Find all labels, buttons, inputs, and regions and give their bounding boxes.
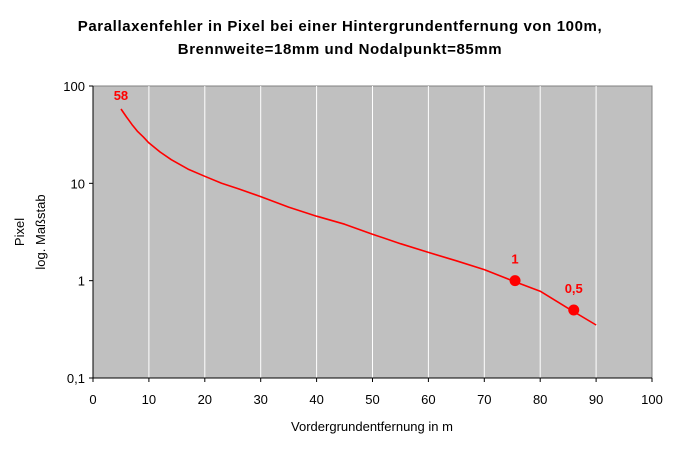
- x-axis-label: Vordergrundentfernung in m: [291, 419, 453, 434]
- series-line: [120, 108, 597, 326]
- chart-subtitle: Brennweite=18mm und Nodalpunkt=85mm: [177, 41, 503, 58]
- x-tick-label: 40: [309, 392, 323, 407]
- chart-title: Parallaxenfehler in Pixel bei einer Hint…: [77, 18, 603, 35]
- y-tick-label: 10: [71, 176, 85, 191]
- marker-layer: 1 0,5 58: [114, 88, 583, 316]
- x-tick-label: 70: [477, 392, 491, 407]
- data-label: 58: [114, 88, 128, 103]
- axes: [89, 85, 653, 382]
- x-tick-label: 30: [253, 392, 267, 407]
- x-tick-label: 20: [198, 392, 212, 407]
- x-tick-label: 100: [641, 392, 663, 407]
- gridlines: [148, 86, 597, 378]
- y-tick-labels: 0,1 1 10 100: [63, 79, 85, 386]
- x-tick-label: 0: [89, 392, 96, 407]
- x-tick-label: 90: [589, 392, 603, 407]
- y-axis-label: Pixel: [12, 218, 27, 246]
- x-tick-label: 80: [533, 392, 547, 407]
- x-tick-label: 60: [421, 392, 435, 407]
- x-tick-label: 10: [142, 392, 156, 407]
- series-layer: [120, 108, 597, 326]
- data-label: 0,5: [565, 281, 583, 296]
- data-label: 1: [511, 252, 518, 267]
- data-point-marker: [509, 275, 521, 287]
- y-tick-label: 100: [63, 79, 85, 94]
- x-tick-label: 50: [365, 392, 379, 407]
- x-tick-labels: 0 10 20 30 40 50 60 70 80 90 100: [89, 392, 662, 407]
- y-tick-label: 0,1: [67, 371, 85, 386]
- y-axis-sublabel: log. Maßstab: [33, 194, 48, 269]
- y-tick-label: 1: [78, 274, 85, 289]
- data-point-marker: [568, 304, 580, 316]
